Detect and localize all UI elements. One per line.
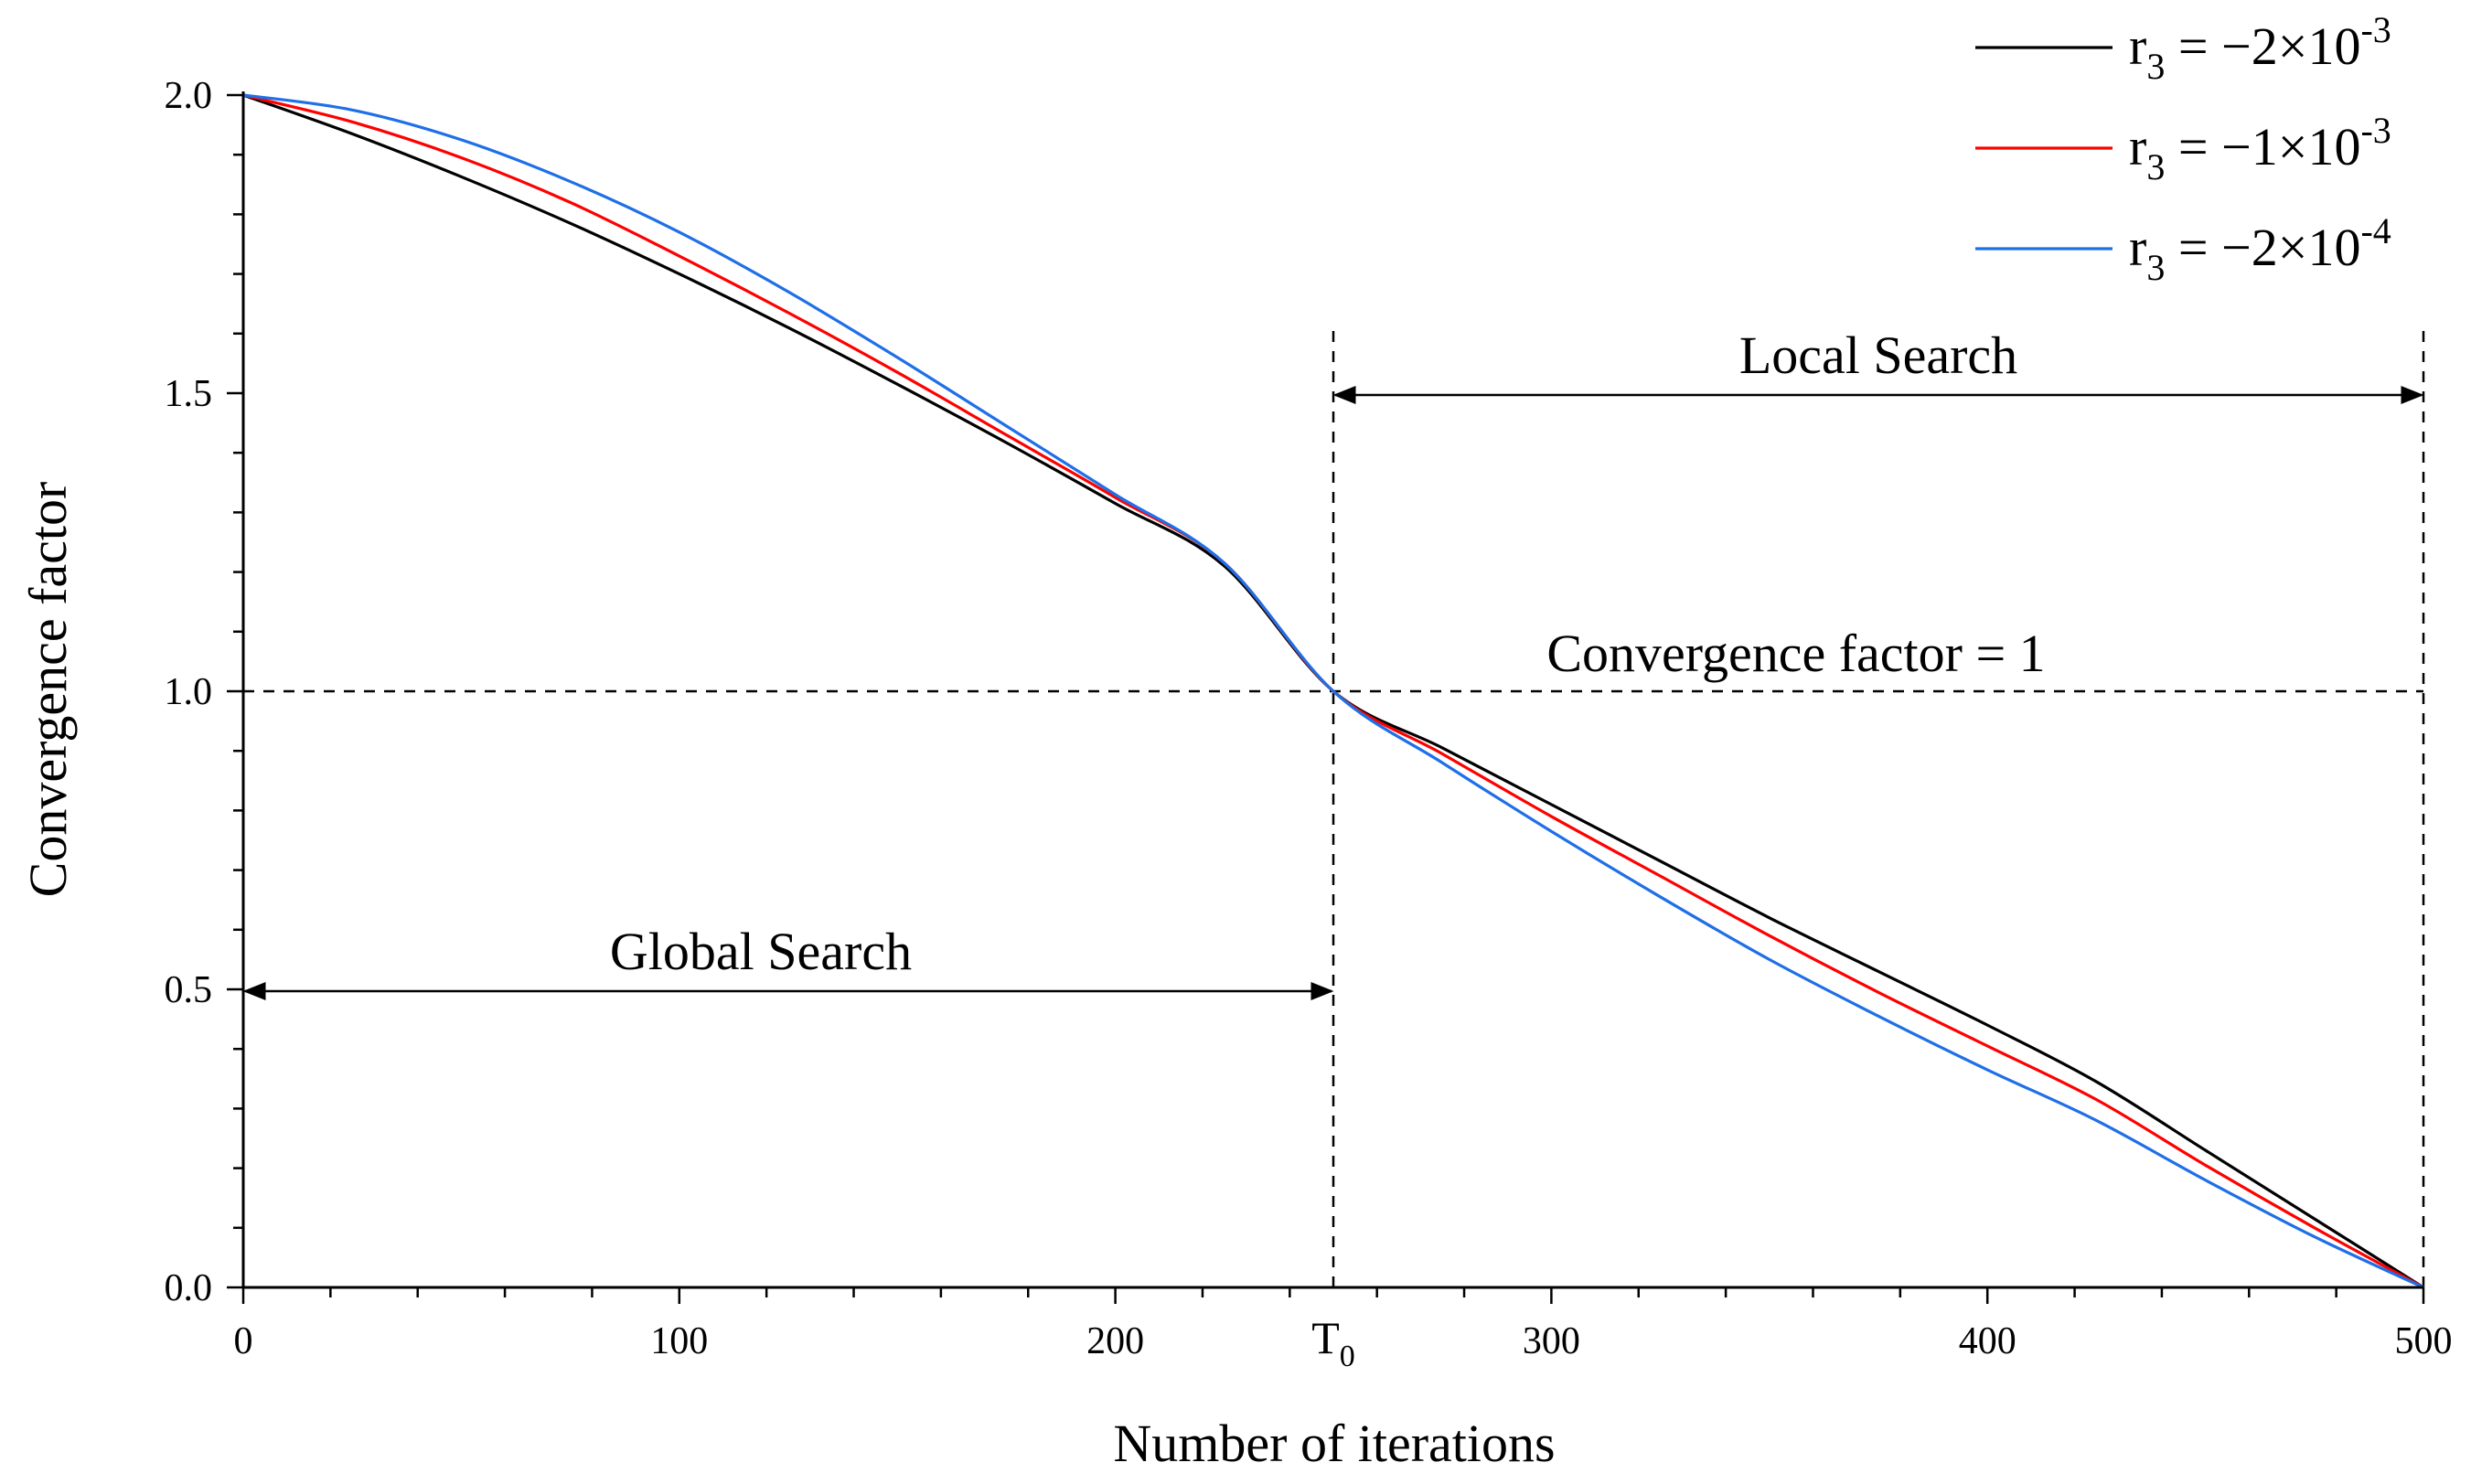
legend-label-2: r3 = −2×10-4: [2129, 210, 2391, 288]
legend-label-1: r3 = −1×10-3: [2129, 110, 2391, 187]
tick-labels: 0 100 200 T0 300 400 500 0.0 0.5 1.0 1.5 2.0: [165, 75, 2453, 1373]
y-tick-label: 0.5: [165, 969, 213, 1011]
convergence-factor-line-label: Convergence factor = 1: [1546, 624, 2045, 683]
legend: r3 = −2×10-3 r3 = −1×10-3 r3 = −2×10-4: [1975, 9, 2391, 288]
y-tick-label: 1.5: [165, 373, 213, 415]
reference-lines: [243, 331, 2425, 1287]
axes: [241, 91, 2423, 1289]
x-axis-title: Number of iterations: [1113, 1414, 1555, 1473]
y-tick-label: 0.0: [165, 1267, 213, 1309]
series-lines: [242, 93, 2424, 1289]
y-tick-label: 1.0: [165, 671, 213, 713]
tick-marks: [227, 93, 2425, 1304]
x-tick-label: 100: [650, 1320, 708, 1362]
x-tick-label: 200: [1086, 1320, 1144, 1362]
x-tick-label: 0: [234, 1320, 253, 1362]
annotations: Local Search Global Search Convergence f…: [242, 326, 2424, 1000]
x-tick-label: T0: [1311, 1312, 1355, 1373]
x-tick-label: 400: [1959, 1320, 2016, 1362]
y-tick-label: 2.0: [165, 75, 213, 117]
local-search-label: Local Search: [1739, 326, 2017, 385]
series-line-2: [242, 93, 2424, 1289]
legend-label-0: r3 = −2×10-3: [2129, 9, 2391, 87]
y-axis-title: Convergence factor: [18, 482, 78, 898]
x-tick-label: 300: [1523, 1320, 1580, 1362]
global-search-label: Global Search: [610, 922, 912, 981]
x-tick-label: 500: [2395, 1320, 2453, 1362]
